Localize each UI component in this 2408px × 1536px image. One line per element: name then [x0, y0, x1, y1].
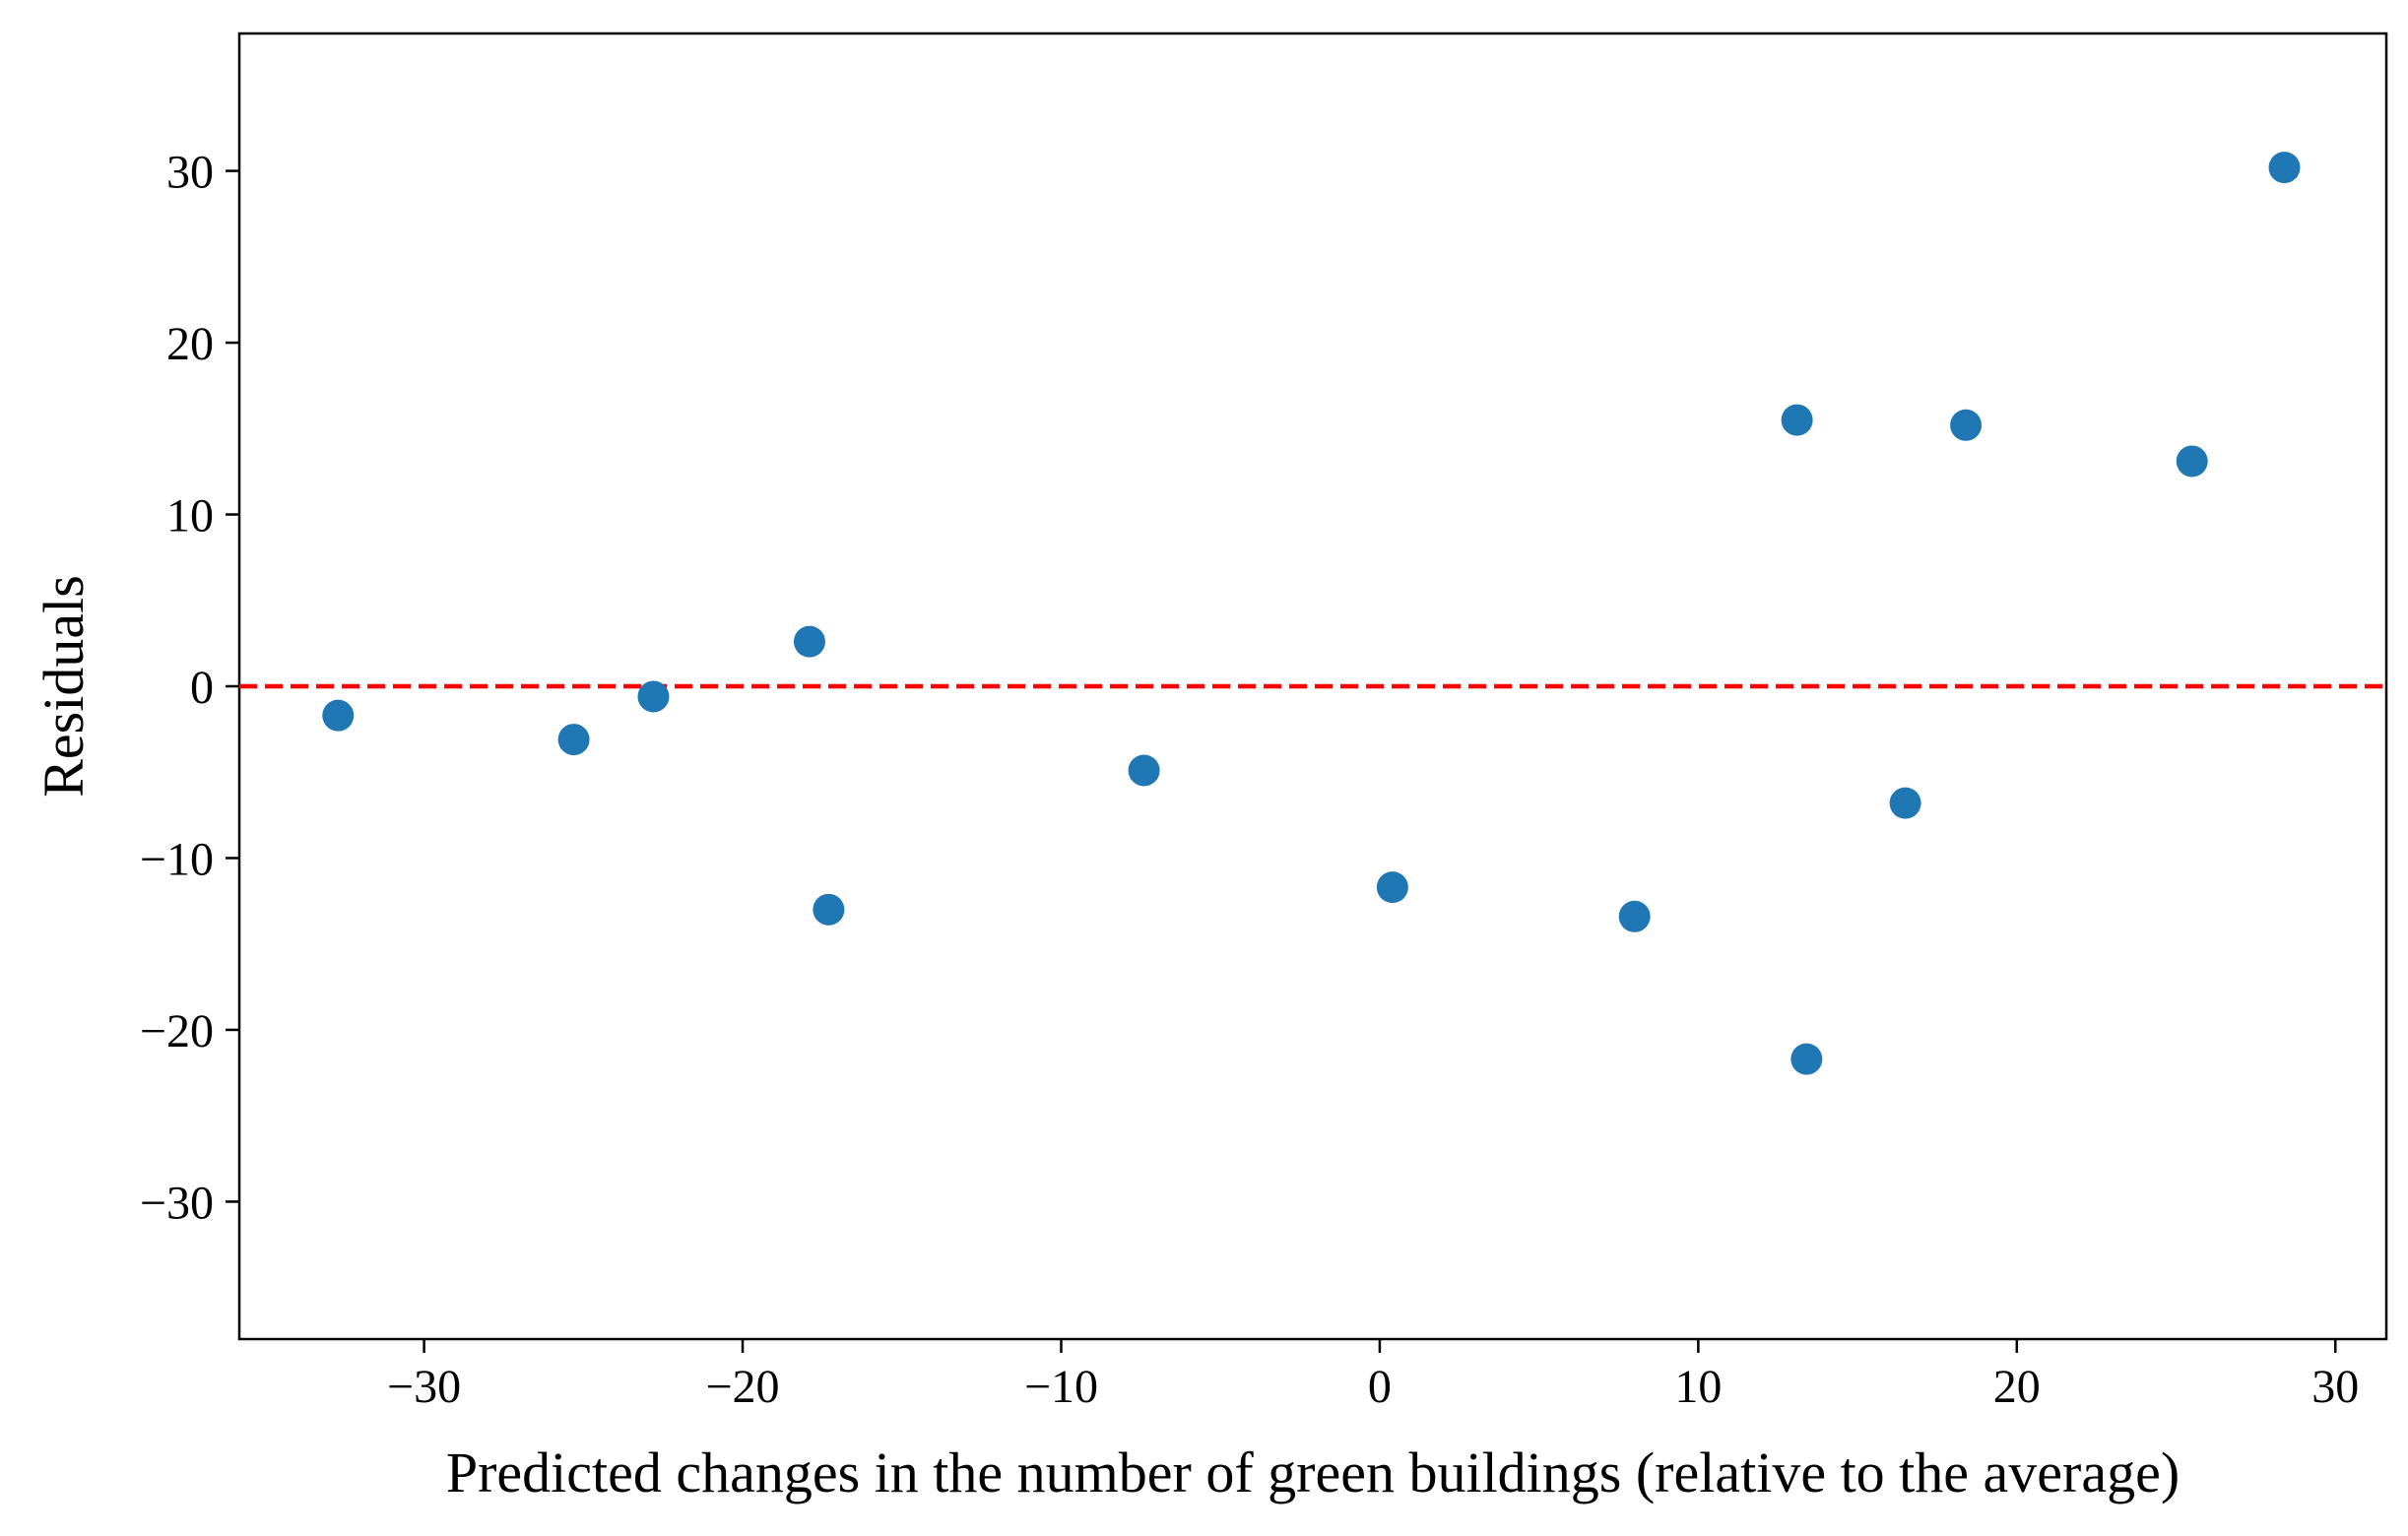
y-axis-label: Residuals [32, 575, 96, 798]
data-point [1376, 871, 1408, 904]
data-point [557, 724, 590, 756]
data-point [2176, 445, 2208, 478]
x-tick-label: 10 [1674, 1361, 1722, 1413]
y-tick-label: 10 [166, 490, 214, 543]
x-tick-label: −10 [1024, 1361, 1098, 1413]
x-tick-label: 20 [1993, 1361, 2041, 1413]
x-tick-label: 30 [2311, 1361, 2359, 1413]
x-axis-ticks: −30 −20 −10 0 10 20 30 [387, 1339, 2359, 1413]
y-tick-label: 20 [166, 318, 214, 370]
data-point [322, 699, 355, 732]
data-point [637, 680, 670, 713]
data-point [1618, 900, 1651, 932]
y-tick-label: −10 [140, 833, 214, 885]
y-tick-label: 0 [190, 662, 214, 714]
data-point [793, 625, 825, 658]
y-tick-label: −20 [140, 1005, 214, 1057]
data-point [1950, 409, 1983, 441]
data-point [1128, 754, 1160, 787]
x-tick-label: −30 [387, 1361, 461, 1413]
data-point [2268, 152, 2301, 184]
data-point [1889, 787, 1921, 819]
data-point [813, 893, 845, 926]
data-point [1790, 1043, 1823, 1075]
y-tick-label: 30 [166, 147, 214, 199]
x-tick-label: −20 [705, 1361, 779, 1413]
x-axis-label: Predicted changes in the number of green… [446, 1440, 2180, 1504]
data-points [322, 152, 2301, 1075]
x-tick-label: 0 [1368, 1361, 1392, 1413]
data-point [1781, 404, 1813, 436]
y-tick-label: −30 [140, 1177, 214, 1229]
y-axis-ticks: −30 −20 −10 0 10 20 30 [140, 147, 239, 1229]
